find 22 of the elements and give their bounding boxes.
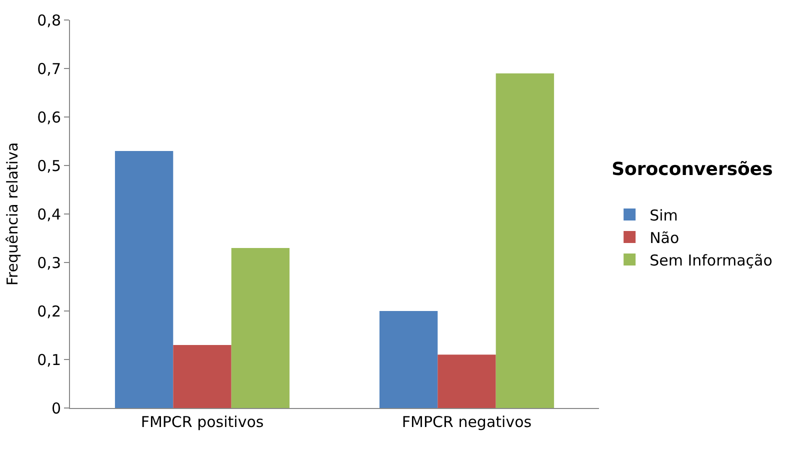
y-tick-label: 0,7 [37, 60, 61, 78]
y-tick-label: 0,3 [37, 254, 61, 272]
legend-label: Sem Informação [650, 251, 772, 270]
y-tick-label: 0,1 [37, 350, 61, 369]
bar [114, 150, 174, 408]
y-tick-label: 0,5 [37, 156, 61, 175]
legend-title: Soroconversões [612, 158, 773, 180]
y-tick-label: 0,8 [37, 11, 61, 30]
bar [231, 248, 290, 408]
bar [496, 73, 554, 408]
y-tick-label: 0,4 [37, 205, 61, 224]
y-axis-title: Frequência relativa [3, 142, 22, 286]
y-tick-label: 0 [51, 399, 61, 418]
x-tick-label: FMPCR positivos [140, 413, 264, 431]
legend-label: Não [650, 228, 680, 247]
bar [173, 344, 232, 408]
y-tick-label: 0,6 [37, 108, 61, 126]
bar [438, 354, 496, 408]
y-tick-label: 0,2 [37, 302, 61, 320]
x-tick-label: FMPCR negativos [402, 413, 532, 431]
legend-label: Sim [650, 206, 678, 224]
bar [379, 311, 438, 408]
